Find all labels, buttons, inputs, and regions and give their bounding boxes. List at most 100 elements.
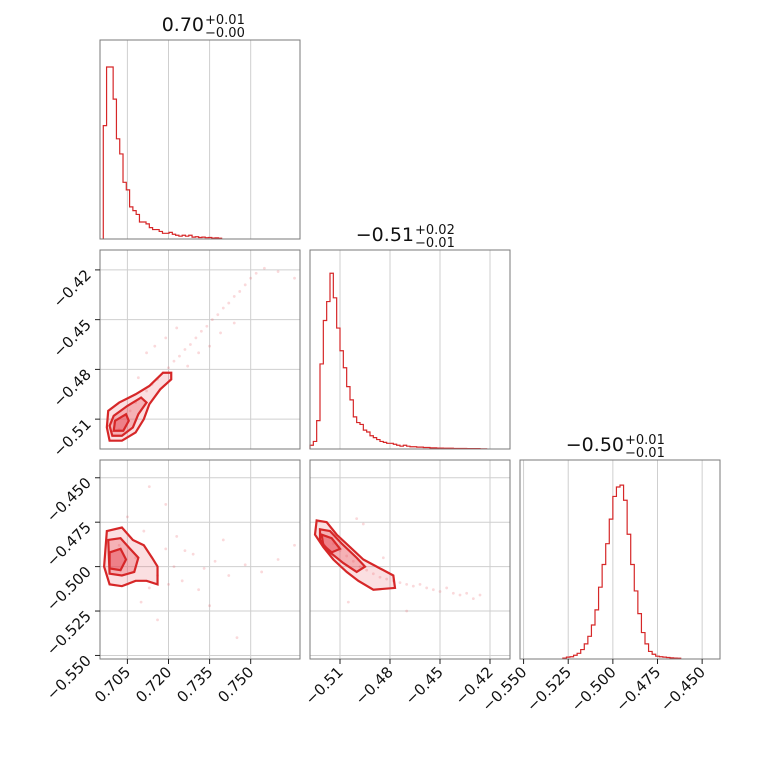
scatter-point	[365, 568, 369, 572]
scatter-0-2-frame	[99, 459, 301, 660]
scatter-point	[358, 565, 362, 569]
scatter-point	[221, 538, 225, 542]
scatter-point	[147, 485, 151, 489]
x-tick-label: −0.450	[657, 663, 709, 715]
hist-1-title: −0.51 +0.02−0.01	[356, 223, 455, 251]
y-tick-label: −0.525	[43, 607, 95, 659]
scatter-point	[260, 570, 264, 574]
scatter-point	[153, 344, 157, 348]
scatter-point	[175, 535, 179, 538]
scatter-point	[345, 554, 349, 558]
scatter-panel-0-1: −0.51−0.48 −0.45 −0.42	[50, 249, 301, 460]
scatter-point	[202, 566, 206, 570]
contour-line	[102, 526, 159, 588]
scatter-point	[361, 522, 365, 526]
title-value: 0.70	[162, 14, 204, 36]
scatter-point	[238, 290, 242, 293]
scatter-point	[385, 577, 389, 581]
contour-line	[313, 519, 397, 591]
scatter-point	[156, 618, 159, 622]
title-plus-error: +0.02	[415, 223, 455, 238]
scatter-point	[411, 584, 415, 588]
title-plus-error: +0.01	[625, 433, 665, 448]
title-minus-error: −0.01	[415, 236, 455, 251]
x-tick-label: 0.705	[91, 663, 134, 706]
scatter-point	[346, 600, 350, 604]
scatter-point	[219, 331, 222, 335]
scatter-panel-1-2: −0.51 −0.48 −0.45 −0.42	[302, 459, 511, 708]
scatter-point	[216, 313, 220, 317]
contour-line	[108, 396, 149, 437]
y-tick-label: −0.42	[50, 266, 95, 311]
scatter-point	[213, 559, 217, 563]
scatter-point	[235, 636, 239, 640]
hist-0-frame	[99, 39, 301, 240]
scatter-1-2-frame	[309, 459, 511, 660]
scatter-point	[465, 591, 469, 595]
scatter-point	[458, 593, 462, 597]
hist-1-frame	[309, 249, 511, 450]
scatter-point	[164, 547, 168, 551]
scatter-point	[208, 344, 211, 348]
y-tick-label: −0.475	[43, 518, 95, 570]
scatter-point	[125, 515, 129, 519]
scatter-point	[371, 572, 375, 576]
scatter-point	[180, 579, 184, 583]
scatter-point	[243, 563, 247, 567]
scatter-point	[172, 565, 176, 569]
hist-1-step-line	[309, 272, 488, 450]
contour-fill	[321, 534, 340, 553]
y-tick-label: −0.500	[43, 563, 95, 615]
scatter-point	[197, 588, 201, 592]
scatter-point	[232, 295, 236, 298]
x-tick-label: −0.51	[302, 663, 347, 708]
scatter-point	[445, 586, 449, 590]
hist-2-step-line	[562, 484, 682, 659]
scatter-point	[178, 354, 181, 358]
hist-2-frame	[519, 459, 721, 660]
scatter-point	[194, 336, 198, 340]
y-tick-label: −0.550	[43, 652, 95, 704]
title-minus-error: −0.01	[625, 446, 665, 461]
scatter-point	[381, 556, 385, 560]
scatter-point	[355, 517, 359, 521]
scatter-point	[405, 582, 409, 586]
hist-2-title: −0.50 +0.01−0.01	[566, 433, 665, 461]
scatter-point	[191, 552, 195, 556]
scatter-point	[164, 336, 168, 340]
scatter-point	[293, 276, 296, 280]
y-tick-label: −0.51	[50, 415, 95, 460]
scatter-0-1-frame	[99, 249, 301, 450]
contour-line	[108, 547, 128, 572]
scatter-point	[205, 324, 209, 328]
scatter-point	[227, 301, 231, 305]
scatter-point	[208, 604, 211, 608]
scatter-point	[147, 586, 151, 590]
title-minus-error: −0.00	[205, 26, 245, 41]
scatter-point	[232, 321, 236, 325]
scatter-point	[227, 574, 231, 577]
scatter-point	[276, 558, 280, 561]
contour-line	[107, 537, 140, 577]
x-tick-label: 0.735	[173, 663, 216, 706]
hist-0-title: 0.70 +0.01−0.00	[162, 13, 245, 41]
scatter-point	[189, 343, 192, 346]
scatter-point	[142, 529, 146, 533]
scatter-point	[167, 366, 170, 370]
scatter-point	[254, 271, 258, 275]
hist-panel-1: −0.51 +0.02−0.01	[309, 223, 511, 450]
scatter-point	[431, 588, 435, 592]
scatter-point	[210, 318, 214, 322]
scatter-point	[451, 591, 455, 595]
scatter-point	[405, 609, 409, 613]
hist-panel-0: 0.70 +0.01−0.00	[99, 13, 301, 240]
scatter-point	[221, 306, 225, 310]
scatter-point	[249, 276, 253, 280]
y-tick-label: −0.48	[50, 366, 95, 411]
x-tick-label: −0.475	[612, 663, 664, 715]
scatter-point	[175, 326, 179, 330]
scatter-point	[139, 600, 143, 604]
x-tick-label: −0.525	[523, 663, 575, 715]
scatter-point	[197, 351, 201, 355]
